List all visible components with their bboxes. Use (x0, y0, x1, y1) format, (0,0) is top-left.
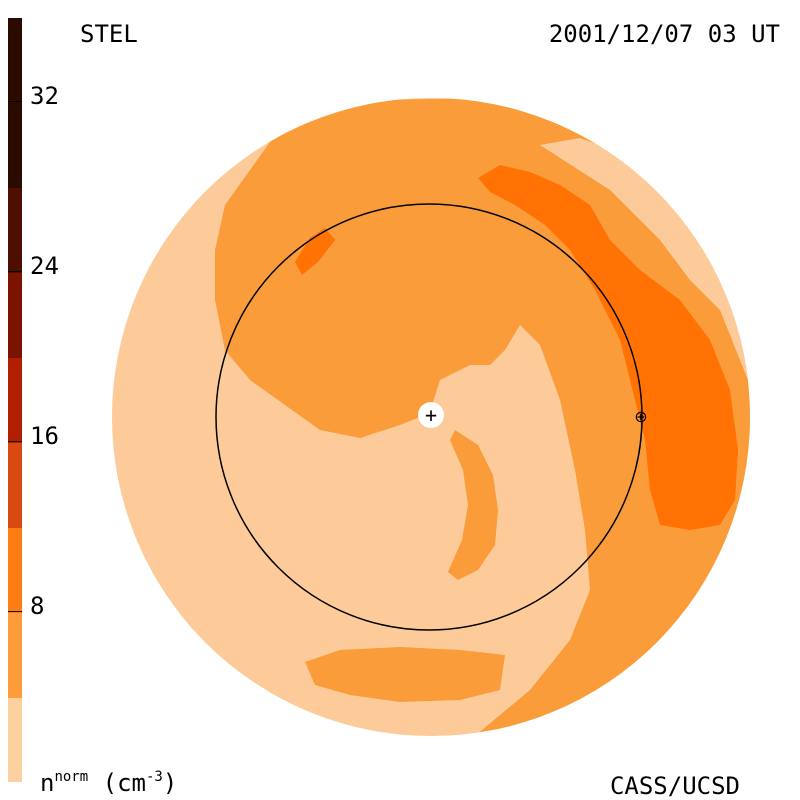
earth-symbol: ⊕ (634, 407, 647, 426)
units-rest: (cm (88, 769, 146, 797)
observatory-label: STEL (80, 20, 138, 48)
colorbar-tick-label: 24 (30, 252, 59, 280)
colorbar-segment (8, 613, 22, 698)
units-close: ) (162, 769, 178, 797)
units-exp: -3 (145, 769, 163, 785)
colorbar-tick (8, 271, 22, 272)
colorbar-tick-label: 32 (30, 82, 59, 110)
colorbar-segment (8, 18, 22, 188)
colorbar-segment (8, 443, 22, 528)
units-sup: norm (54, 769, 89, 785)
density-region-high-small (295, 228, 335, 275)
density-streamer (448, 430, 498, 580)
units-label: nnorm (cm-3) (40, 770, 177, 795)
colorbar-tick (8, 611, 22, 612)
density-region-high (478, 165, 738, 530)
timestamp-label: 2001/12/07 03 UT (548, 20, 780, 48)
colorbar-segment (8, 528, 22, 613)
colorbar-tick (8, 101, 22, 102)
colorbar-tick-label: 16 (30, 422, 59, 450)
credit-label: CASS/UCSD (609, 772, 740, 800)
units-base: n (40, 769, 55, 797)
colorbar-tick-label: 8 (30, 592, 45, 620)
colorbar-segment (8, 188, 22, 273)
colorbar-tick (8, 441, 22, 442)
sun-marker (418, 402, 444, 428)
density-region-mid-lower (305, 647, 505, 702)
earth-orbit-circle (215, 203, 643, 631)
colorbar-segment (8, 273, 22, 358)
sun-symbol: + (425, 403, 437, 427)
colorbar-segment (8, 358, 22, 443)
colorbar-segment (8, 698, 22, 782)
